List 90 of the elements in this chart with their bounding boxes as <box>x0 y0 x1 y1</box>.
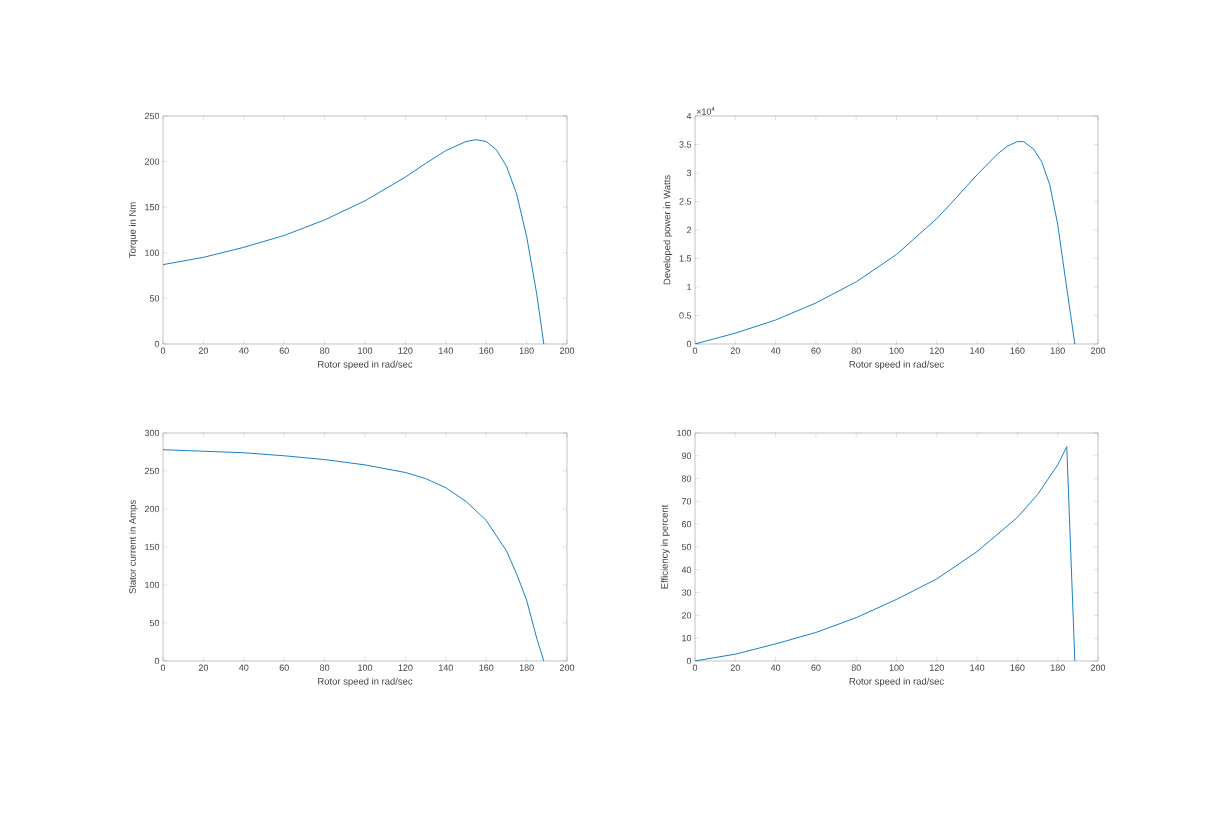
y-tick-label: 300 <box>144 429 160 437</box>
x-tick-label: 100 <box>358 664 373 671</box>
y-tick-label: 150 <box>145 204 160 211</box>
y-tick-label: 0 <box>686 340 692 348</box>
y-tick-label: 70 <box>681 498 692 505</box>
line-series <box>695 141 1076 344</box>
x-tick-label: 120 <box>398 347 413 354</box>
x-tick-label: 60 <box>811 664 821 671</box>
y-axis-title: Stator current in Amps <box>128 500 138 594</box>
y-tick-label: 0 <box>154 340 160 348</box>
y-tick-label: 250 <box>144 467 160 475</box>
y-tick-label: 100 <box>677 429 692 437</box>
y-tick-label: 3.5 <box>679 141 692 148</box>
x-tick-label: 120 <box>930 347 944 354</box>
y-tick-label: 80 <box>681 475 692 482</box>
y-tick-label: 200 <box>144 158 160 165</box>
x-tick-label: 200 <box>1090 664 1106 671</box>
y-tick-label: 30 <box>681 589 692 596</box>
x-tick-label: 140 <box>439 664 453 671</box>
y-tick-label: 2.5 <box>679 198 692 205</box>
y-tick-label: 1.5 <box>679 255 692 262</box>
x-tick-label: 0 <box>692 347 698 354</box>
x-tick-label: 60 <box>279 664 289 671</box>
x-tick-label: 180 <box>519 347 534 354</box>
line-series <box>163 139 545 344</box>
y-tick-label: 100 <box>145 581 160 589</box>
x-tick-label: 20 <box>198 664 209 671</box>
y-tick-label: 0 <box>686 657 692 665</box>
y-tick-label: 50 <box>149 295 160 302</box>
x-tick-label: 180 <box>519 664 534 671</box>
x-tick-label: 80 <box>320 347 330 354</box>
x-tick-label: 160 <box>1010 664 1025 671</box>
x-tick-label: 60 <box>279 347 289 354</box>
x-tick-label: 80 <box>851 347 861 354</box>
y-tick-label: 90 <box>681 452 692 459</box>
x-tick-label: 160 <box>479 347 494 354</box>
y-tick-label: 1 <box>687 283 692 291</box>
x-tick-label: 160 <box>479 664 494 671</box>
line-series <box>695 446 1076 661</box>
y-tick-label: 4 <box>686 112 692 120</box>
x-tick-label: 100 <box>889 347 904 354</box>
x-axis-title: Rotor speed in rad/sec <box>318 360 413 370</box>
x-tick-label: 40 <box>239 347 249 354</box>
x-tick-label: 160 <box>1010 347 1025 354</box>
y-tick-label: 10 <box>682 635 692 642</box>
y-tick-label: 2 <box>686 226 692 234</box>
x-tick-label: 200 <box>559 664 575 671</box>
y-tick-label: 20 <box>681 612 692 619</box>
x-tick-label: 20 <box>730 347 740 354</box>
y-tick-label: 250 <box>144 112 160 120</box>
y-tick-label: 0.5 <box>679 312 692 319</box>
x-tick-label: 140 <box>439 347 453 354</box>
y-axis-title: Developed power in Watts <box>663 175 673 285</box>
x-tick-label: 180 <box>1050 347 1065 354</box>
x-axis-title: Rotor speed in rad/sec <box>849 677 944 687</box>
x-tick-label: 120 <box>398 664 413 671</box>
text: ×10$^{4}$ <box>696 106 715 115</box>
x-axis-title: Rotor speed in rad/sec <box>849 360 944 370</box>
x-tick-label: 140 <box>970 664 985 671</box>
x-tick-label: 20 <box>730 664 740 671</box>
x-tick-label: 0 <box>692 664 698 671</box>
x-tick-label: 40 <box>770 347 781 354</box>
y-tick-label: 50 <box>681 543 692 551</box>
x-tick-label: 100 <box>358 347 373 354</box>
x-tick-label: 40 <box>239 664 249 671</box>
x-tick-label: 200 <box>559 347 575 354</box>
x-tick-label: 0 <box>160 347 166 354</box>
x-tick-label: 80 <box>851 664 861 671</box>
y-axis-title: Efficiency in percent <box>660 504 670 589</box>
x-tick-label: 60 <box>811 347 821 354</box>
y-tick-label: 150 <box>145 543 160 551</box>
y-tick-label: 50 <box>149 619 160 627</box>
x-tick-label: 180 <box>1050 664 1065 671</box>
y-tick-label: 200 <box>144 505 160 513</box>
y-axis-title: Torque in Nm <box>128 202 138 258</box>
x-tick-label: 200 <box>1090 347 1106 354</box>
y-tick-label: 40 <box>681 566 692 573</box>
x-tick-label: 0 <box>160 664 166 671</box>
x-axis-title: Rotor speed in rad/sec <box>318 677 413 687</box>
x-tick-label: 120 <box>930 664 944 671</box>
y-tick-label: 100 <box>145 249 160 256</box>
x-tick-label: 140 <box>970 347 985 354</box>
y-tick-label: 60 <box>681 521 692 528</box>
x-tick-label: 100 <box>889 664 904 671</box>
line-series <box>163 449 545 661</box>
x-tick-label: 40 <box>770 664 781 671</box>
y-tick-label: 0 <box>154 657 160 665</box>
y-tick-label: 3 <box>686 169 692 177</box>
x-tick-label: 20 <box>198 347 209 354</box>
x-tick-label: 80 <box>320 664 330 671</box>
